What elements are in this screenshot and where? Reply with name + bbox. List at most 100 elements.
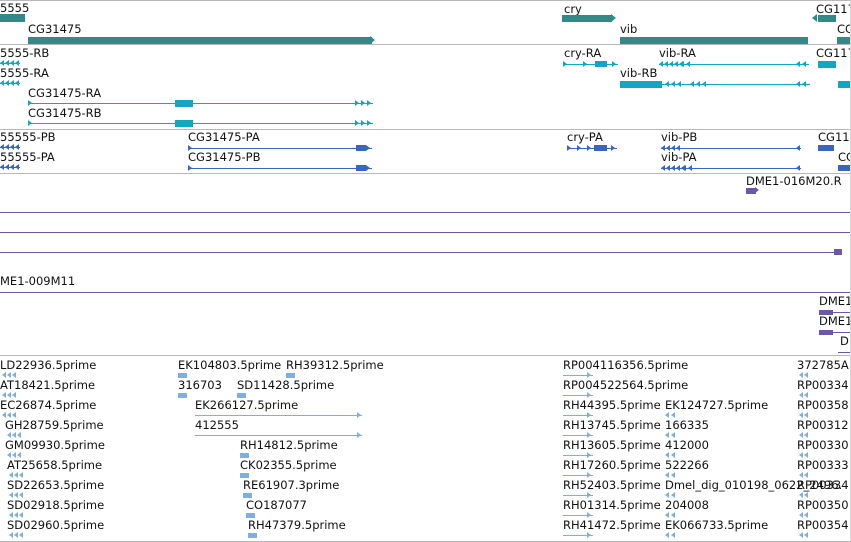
- exon-block[interactable]: [620, 81, 662, 88]
- est-label[interactable]: RP00354: [797, 518, 849, 532]
- protein-label[interactable]: cry-PA: [567, 130, 603, 144]
- exon-block[interactable]: [356, 145, 366, 151]
- est-label[interactable]: GH28759.5prime: [5, 418, 104, 432]
- exon-block[interactable]: [175, 120, 193, 127]
- clone-label[interactable]: DME1-016M20.R: [746, 174, 842, 188]
- est-bar[interactable]: [240, 453, 249, 458]
- est-label[interactable]: RP004116356.5prime: [563, 358, 689, 372]
- gene-bar[interactable]: [562, 15, 612, 22]
- gene-bar[interactable]: [28, 37, 372, 44]
- clone-label[interactable]: ME1-009M11: [0, 274, 76, 288]
- gene-label[interactable]: CG: [837, 22, 851, 36]
- est-label[interactable]: EK124727.5prime: [665, 398, 769, 412]
- est-label[interactable]: 412555: [195, 418, 239, 432]
- est-label[interactable]: Dmel_dig_010198_0622_2496.: [665, 478, 843, 492]
- est-label[interactable]: 522266: [665, 458, 709, 472]
- exon-block[interactable]: [356, 165, 366, 171]
- est-label[interactable]: RE61907.3prime: [243, 478, 340, 492]
- est-label[interactable]: RP00350: [797, 498, 849, 512]
- exon-block[interactable]: [595, 61, 607, 67]
- est-label[interactable]: SD02960.5prime: [7, 518, 105, 532]
- est-label[interactable]: SD11428.5prime: [237, 378, 335, 392]
- est-label[interactable]: 166335: [665, 418, 709, 432]
- est-label[interactable]: CO187077: [246, 498, 307, 512]
- clone-bar[interactable]: [746, 188, 756, 194]
- est-label[interactable]: RH13605.5prime: [563, 438, 661, 452]
- transcript-label[interactable]: vib-RA: [659, 46, 696, 60]
- clone-label[interactable]: DME1: [819, 294, 851, 308]
- protein-label[interactable]: 55555-PA: [0, 150, 55, 164]
- exon-block[interactable]: [818, 61, 836, 68]
- est-label[interactable]: RH52403.5prime: [563, 478, 661, 492]
- est-label[interactable]: RH14812.5prime: [240, 438, 338, 452]
- gene-bar[interactable]: [620, 37, 808, 44]
- est-label[interactable]: RH47379.5prime: [248, 518, 346, 532]
- est-bar[interactable]: [240, 473, 249, 478]
- exon-block[interactable]: [818, 145, 834, 151]
- est-label[interactable]: CK02355.5prime: [240, 458, 337, 472]
- clone-label[interactable]: DME1: [819, 314, 851, 328]
- gene-bar[interactable]: [837, 37, 851, 44]
- exon-block[interactable]: [175, 100, 193, 107]
- est-label[interactable]: EK066733.5prime: [665, 518, 769, 532]
- protein-label[interactable]: 55555-PB: [0, 130, 56, 144]
- clone-label[interactable]: D: [840, 334, 849, 348]
- est-bar[interactable]: [178, 373, 187, 378]
- est-label[interactable]: RP00334: [797, 478, 849, 492]
- est-label[interactable]: RP00334: [797, 378, 849, 392]
- gene-bar[interactable]: [818, 15, 836, 22]
- est-label[interactable]: RH13745.5prime: [563, 418, 661, 432]
- protein-label[interactable]: vib-PA: [661, 150, 697, 164]
- est-label[interactable]: EK266127.5prime: [195, 398, 299, 412]
- est-label[interactable]: RP00312: [797, 418, 849, 432]
- exon-block[interactable]: [838, 165, 851, 171]
- protein-label[interactable]: CG31475-PB: [188, 150, 261, 164]
- est-label[interactable]: RH44395.5prime: [563, 398, 661, 412]
- exon-block[interactable]: [838, 81, 851, 88]
- est-label[interactable]: 372785A: [797, 358, 849, 372]
- protein-label[interactable]: vib-PB: [661, 130, 698, 144]
- clone-bar[interactable]: [834, 249, 842, 255]
- est-label[interactable]: RH01314.5prime: [563, 498, 661, 512]
- est-label[interactable]: SD02918.5prime: [7, 498, 105, 512]
- est-label[interactable]: RP00333: [797, 458, 849, 472]
- est-label[interactable]: RP00358: [797, 398, 849, 412]
- est-label[interactable]: LD22936.5prime: [0, 358, 97, 372]
- gene-label[interactable]: 5555: [0, 1, 30, 15]
- est-label[interactable]: RP004522564.5prime: [563, 378, 689, 392]
- est-bar[interactable]: [246, 513, 255, 518]
- transcript-label[interactable]: CG117: [816, 46, 851, 60]
- gene-bar[interactable]: [0, 14, 25, 22]
- est-label[interactable]: GM09930.5prime: [5, 438, 105, 452]
- exon-block[interactable]: [594, 145, 607, 151]
- est-label[interactable]: RP00330: [797, 438, 849, 452]
- protein-label[interactable]: CC: [838, 150, 851, 164]
- est-label[interactable]: RH39312.5prime: [286, 358, 384, 372]
- est-label[interactable]: AT18421.5prime: [0, 378, 96, 392]
- est-label[interactable]: EK104803.5prime: [178, 358, 282, 372]
- transcript-label[interactable]: 5555-RB: [0, 46, 50, 60]
- est-bar[interactable]: [286, 373, 295, 378]
- est-label[interactable]: RH17260.5prime: [563, 458, 661, 472]
- transcript-label[interactable]: 5555-RA: [0, 66, 49, 80]
- gene-label[interactable]: CG117: [816, 2, 851, 16]
- protein-label[interactable]: CG117: [818, 130, 851, 144]
- transcript-label[interactable]: cry-RA: [564, 46, 602, 60]
- est-label[interactable]: 316703: [178, 378, 222, 392]
- est-label[interactable]: RH41472.5prime: [563, 518, 661, 532]
- protein-label[interactable]: CG31475-PA: [188, 130, 260, 144]
- est-label[interactable]: EC26874.5prime: [0, 398, 97, 412]
- transcript-label[interactable]: CG31475-RB: [28, 106, 102, 120]
- est-label[interactable]: 204008: [665, 498, 709, 512]
- est-label[interactable]: 412000: [665, 438, 709, 452]
- est-bar[interactable]: [237, 393, 246, 398]
- transcript-label[interactable]: CG31475-RA: [28, 86, 102, 100]
- transcript-label[interactable]: vib-RB: [620, 66, 658, 80]
- gene-label[interactable]: cry: [564, 2, 582, 16]
- est-bar[interactable]: [178, 393, 187, 398]
- gene-label[interactable]: CG31475: [28, 22, 82, 36]
- est-bar[interactable]: [248, 533, 257, 538]
- est-label[interactable]: SD22653.5prime: [7, 478, 105, 492]
- gene-label[interactable]: vib: [620, 22, 638, 36]
- est-label[interactable]: AT25658.5prime: [7, 458, 103, 472]
